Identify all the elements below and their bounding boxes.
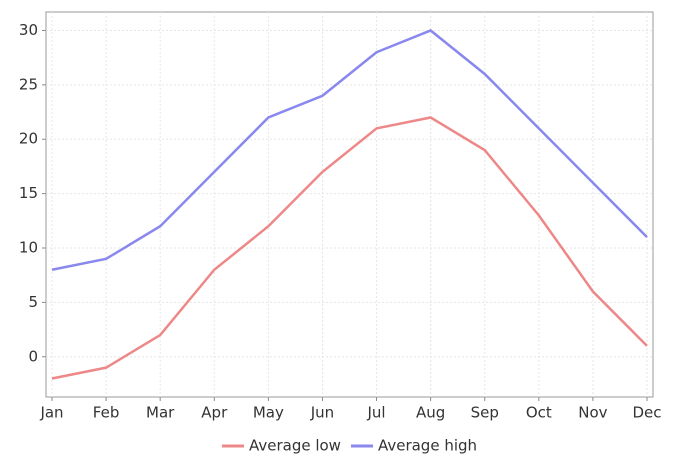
y-tick-label: 5 [28, 293, 38, 311]
y-tick-label: 25 [19, 75, 38, 93]
x-tick-label: Jun [310, 404, 334, 422]
x-tick-label: May [253, 404, 284, 422]
x-tick-label: Mar [146, 404, 175, 422]
x-tick-label: Nov [578, 404, 607, 422]
legend-label: Average low [249, 437, 341, 454]
plot-frame [45, 11, 654, 398]
series-line [51, 29, 648, 271]
y-tick-label: 0 [28, 347, 38, 365]
y-tick-label: 30 [19, 21, 38, 39]
x-tick-label: Feb [93, 404, 120, 422]
legend: Average low Average high [221, 437, 477, 454]
y-tick-label: 10 [19, 239, 38, 257]
x-tick-label: Oct [526, 404, 552, 422]
y-tick-label: 20 [19, 130, 38, 148]
x-tick-label: Sep [471, 404, 499, 422]
x-tick-label: Jul [366, 404, 385, 422]
legend-label: Average high [378, 437, 477, 454]
series-line [51, 116, 648, 380]
y-tick-label: 15 [19, 184, 38, 202]
x-tick-label: Apr [201, 404, 228, 422]
x-tick-label: Dec [632, 404, 661, 422]
x-tick-label: Aug [416, 404, 445, 422]
x-tick-label: Jan [39, 404, 63, 422]
